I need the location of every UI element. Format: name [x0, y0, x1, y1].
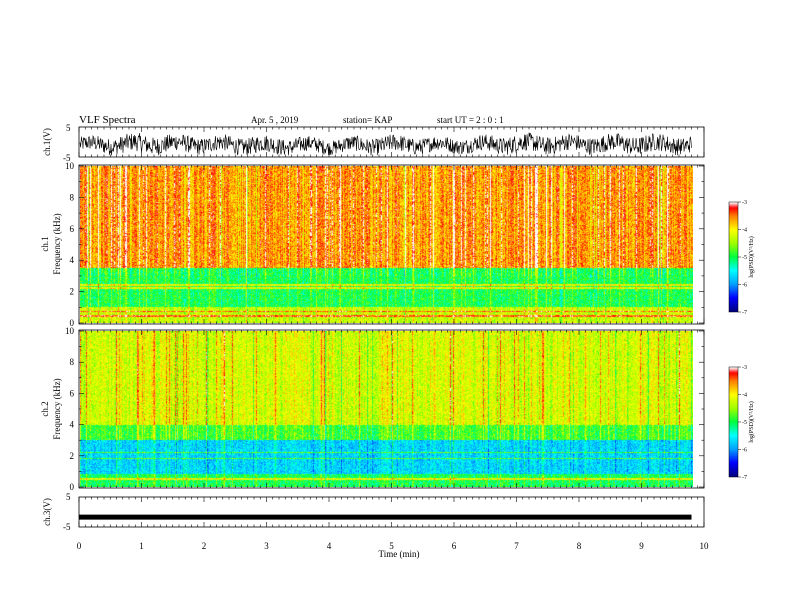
y-tick-label: 10: [65, 326, 75, 336]
colorbar-tick-label: -3: [742, 200, 747, 206]
x-tick-label: 10: [700, 541, 710, 551]
time-axis-label: Time (min): [379, 549, 420, 559]
ch2-colorbar: [729, 367, 738, 477]
date-label: Apr. 5 , 2019: [251, 115, 299, 125]
colorbar-tick-label: -4: [742, 393, 747, 399]
y-tick-label: 0: [70, 318, 75, 328]
x-tick-label: 9: [639, 541, 644, 551]
colorbar-tick-label: -6: [742, 448, 747, 454]
y-tick-label: 4: [70, 420, 75, 430]
ch2-spectrogram-yticks: 0 2 4 6 8 10: [65, 326, 704, 492]
y-tick-label: 8: [70, 357, 75, 367]
colorbar-tick-label: -5: [742, 420, 747, 426]
ch2-frequency-ylabel: Frequency (kHz): [52, 378, 62, 439]
ch1-colorbar-label: log(PSD)(V²/Hz): [748, 236, 755, 277]
y-tick-label: 10: [65, 161, 75, 171]
colorbar-tick-label: -4: [742, 228, 747, 234]
station-label: station= KAP: [343, 115, 392, 125]
y-tick-label: 8: [70, 192, 75, 202]
ch1-ytick-bottom: -5: [63, 153, 71, 163]
x-tick-label: 8: [577, 541, 582, 551]
ch2-colorbar-label: log(PSD)(V²/Hz): [748, 401, 755, 442]
x-tick-label: 6: [452, 541, 457, 551]
ch2-colorbar-ticks: -3 -4 -5 -6 -7: [738, 365, 747, 481]
y-tick-label: 4: [70, 255, 75, 265]
y-tick-label: 2: [70, 451, 75, 461]
start-ut-label: start UT = 2 : 0 : 1: [437, 115, 504, 125]
ch1-colorbar-ticks: -3 -4 -5 -6 -7: [738, 200, 747, 316]
x-tick-label: 7: [514, 541, 519, 551]
ch2-spectrogram-ylabel: ch.2: [40, 401, 50, 416]
ch1-frequency-ylabel: Frequency (kHz): [52, 213, 62, 274]
y-tick-label: 2: [70, 287, 75, 297]
colorbar-tick-label: -3: [742, 365, 747, 371]
ch1-waveform-trace: [79, 132, 692, 156]
x-tick-label: 0: [77, 541, 82, 551]
ch3-ytick-top: 5: [66, 492, 71, 502]
colorbar-tick-label: -7: [742, 310, 747, 316]
ch1-ytick-top: 5: [66, 123, 71, 133]
time-axis-ticks: 0 1 2 3 4 5 6 7 8 9 10: [77, 127, 709, 551]
x-tick-label: 5: [389, 541, 394, 551]
ch1-spectrogram-ylabel: ch.1: [40, 236, 50, 251]
ch1-spectrogram-image: [80, 166, 693, 323]
ch3-ytick-bottom: -5: [63, 522, 71, 532]
colorbar-tick-label: -5: [742, 255, 747, 261]
colorbar-tick-label: -7: [742, 475, 747, 481]
x-tick-label: 4: [327, 541, 332, 551]
ch1-waveform-ylabel: ch.1(V): [42, 128, 52, 156]
ch3-waveform-ylabel: ch.3(V): [42, 498, 52, 526]
x-tick-label: 3: [264, 541, 269, 551]
x-tick-label: 1: [139, 541, 144, 551]
ch1-colorbar: [729, 202, 738, 312]
y-tick-label: 6: [70, 224, 75, 234]
y-tick-label: 6: [70, 388, 75, 398]
x-tick-label: 2: [202, 541, 207, 551]
colorbar-tick-label: -6: [742, 283, 747, 289]
ch2-spectrogram-image: [80, 331, 693, 487]
ch1-spectrogram-yticks: 0 2 4 6 8 10: [65, 161, 704, 328]
figure-title: VLF Spectra: [79, 114, 136, 126]
y-tick-label: 0: [70, 482, 75, 492]
